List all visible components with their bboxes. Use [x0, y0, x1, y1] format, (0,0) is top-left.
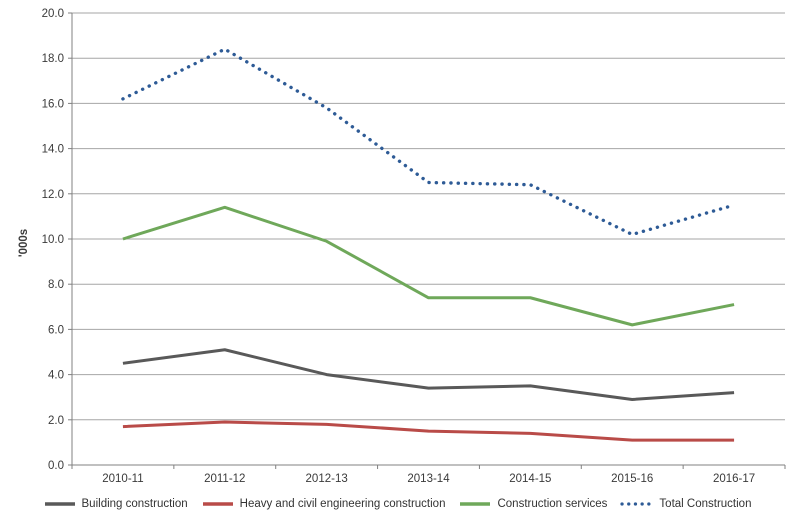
y-tick-label: 2.0 [48, 415, 64, 427]
x-tick-label: 2015-16 [611, 473, 653, 485]
legend-label: Building construction [81, 498, 188, 510]
legend-label: Heavy and civil engineering construction [239, 498, 446, 510]
y-tick-label: 16.0 [42, 98, 64, 110]
y-tick-label: 14.0 [42, 144, 64, 156]
y-tick-label: 20.0 [42, 8, 64, 20]
legend-line-swatch [202, 502, 233, 506]
series-line-total-construction [121, 47, 736, 237]
y-tick-label: 4.0 [48, 370, 64, 382]
x-tick-label: 2012-13 [306, 473, 348, 485]
legend-item-total-construction: Total Construction [620, 498, 751, 510]
x-tick-label: 2014-15 [509, 473, 551, 485]
x-tick-label: 2013-14 [407, 473, 450, 485]
legend-label: Total Construction [659, 498, 752, 510]
y-tick-label: 18.0 [42, 53, 64, 65]
legend: Building construction Heavy and civil eng… [0, 498, 794, 510]
x-tick-label: 2010-11 [102, 473, 143, 485]
legend-line-swatch [44, 502, 75, 506]
series-line-construction-services [122, 205, 735, 327]
series-line-building-construction [122, 348, 735, 401]
y-tick-label: 8.0 [48, 279, 64, 291]
legend-item-heavy-and-civil-engineering-construction: Heavy and civil engineering construction [201, 498, 446, 510]
legend-item-building-construction: Building construction [43, 498, 188, 510]
x-tick-label: 2016-17 [713, 473, 755, 485]
series-line-heavy-and-civil-engineering-construction [122, 420, 735, 442]
y-tick-label: 12.0 [42, 189, 64, 201]
legend-line-swatch [460, 502, 491, 506]
legend-item-construction-services: Construction services [458, 498, 607, 510]
x-tick-label: 2011-12 [204, 473, 245, 485]
y-axis-title: '000s [18, 229, 30, 257]
y-tick-label: 0.0 [48, 460, 64, 472]
legend-label: Construction services [497, 498, 608, 510]
y-tick-label: 10.0 [42, 234, 64, 246]
legend-dotted-line-swatch [620, 502, 655, 506]
y-tick-label: 6.0 [48, 324, 64, 336]
